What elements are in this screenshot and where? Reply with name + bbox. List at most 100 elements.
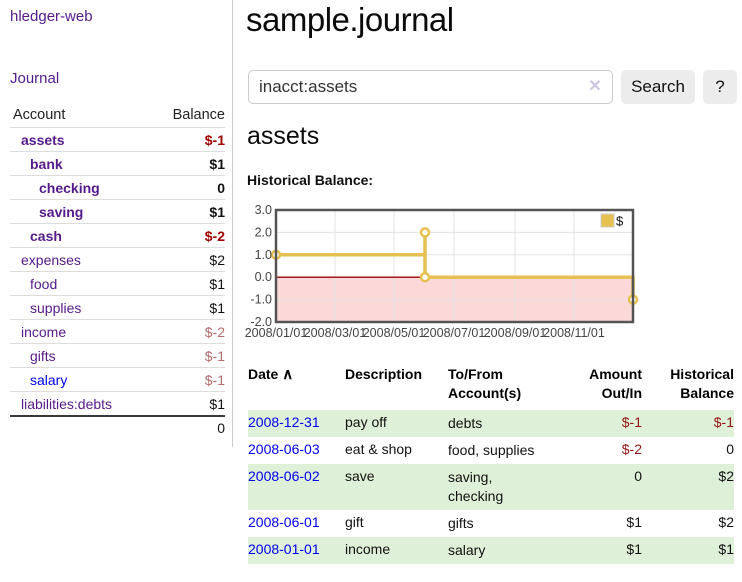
accounts-header-account: Account: [13, 107, 66, 123]
column-header-amount: Amount Out/In: [589, 366, 642, 401]
account-row: salary $-1: [10, 367, 225, 391]
account-row: cash $-2: [10, 223, 225, 247]
accounts-header: Account Balance: [10, 103, 225, 127]
account-balance: $-1: [204, 347, 225, 364]
account-balance: $-2: [204, 227, 225, 244]
sort-ascending-icon: ∧: [282, 366, 294, 383]
svg-text:1.0: 1.0: [255, 248, 272, 262]
transaction-amount: $1: [626, 541, 642, 557]
account-link-food[interactable]: food: [30, 275, 58, 292]
svg-text:2008/01/01: 2008/01/01: [245, 326, 307, 340]
account-row: bank $1: [10, 151, 225, 175]
column-header-date: Date ∧: [248, 361, 345, 410]
register-row: 2008-12-31 pay off debts $-1 $-1: [248, 410, 734, 437]
svg-text:2008/07/01: 2008/07/01: [423, 326, 486, 340]
legend-label: $: [616, 214, 624, 229]
account-row: food $1: [10, 271, 225, 295]
transaction-date-link[interactable]: 2008-01-01: [248, 541, 320, 557]
transaction-date-link[interactable]: 2008-06-01: [248, 514, 320, 530]
search-input[interactable]: [248, 70, 613, 104]
account-link-saving[interactable]: saving: [39, 203, 84, 220]
transaction-accounts: saving, checking: [448, 469, 504, 504]
accounts-header-balance: Balance: [172, 107, 225, 123]
account-link-supplies[interactable]: supplies: [30, 299, 82, 316]
account-link-assets[interactable]: assets: [21, 131, 65, 148]
svg-text:2008/05/01: 2008/05/01: [363, 326, 426, 340]
account-balance: $-2: [204, 323, 225, 340]
account-row: assets $-1: [10, 127, 225, 151]
clear-search-icon[interactable]: ✕: [588, 78, 602, 95]
search-button[interactable]: Search: [621, 70, 695, 104]
transaction-balance: 0: [726, 441, 734, 457]
sidebar-divider: [232, 0, 233, 447]
svg-text:2.0: 2.0: [255, 225, 272, 239]
account-row: income $-2: [10, 319, 225, 343]
column-header-accounts: To/From Account(s): [448, 366, 522, 401]
sidebar-item-journal[interactable]: Journal: [10, 70, 60, 87]
svg-text:-1.0: -1.0: [250, 293, 272, 307]
account-balance: 0: [217, 179, 225, 196]
svg-text:3.0: 3.0: [255, 204, 272, 217]
account-link-cash[interactable]: cash: [30, 227, 62, 244]
transaction-amount: $1: [626, 514, 642, 530]
vertical-gridlines: [334, 210, 575, 322]
account-row: supplies $1: [10, 295, 225, 319]
brand-link[interactable]: hledger-web: [10, 8, 93, 25]
column-header-description: Description: [345, 366, 423, 382]
account-row: expenses $2: [10, 247, 225, 271]
y-axis-labels: 3.0 2.0 1.0 0.0 -1.0 -2.0: [250, 204, 272, 329]
svg-text:-2.0: -2.0: [250, 315, 272, 329]
transaction-date-link[interactable]: 2008-06-03: [248, 441, 320, 457]
register-row: 2008-06-02 save saving, checking 0 $2: [248, 464, 734, 510]
account-row: checking 0: [10, 175, 225, 199]
register-row: 2008-01-01 income salary $1 $1: [248, 537, 734, 564]
transaction-accounts: debts: [448, 415, 483, 431]
account-balance: $1: [209, 155, 225, 172]
chart-title: Historical Balance:: [247, 172, 374, 188]
transaction-accounts: salary: [448, 542, 486, 558]
x-axis-labels: 2008/01/01 2008/03/01 2008/05/01 2008/07…: [245, 326, 605, 340]
account-link-gifts[interactable]: gifts: [30, 347, 56, 364]
account-link-income[interactable]: income: [21, 323, 67, 340]
account-balance: $1: [209, 203, 225, 220]
transaction-description: save: [345, 468, 375, 484]
account-balance: $2: [209, 251, 225, 268]
svg-text:2008/09/01: 2008/09/01: [484, 326, 547, 340]
account-link-liabilities-debts[interactable]: liabilities:debts: [21, 395, 113, 412]
account-link-checking[interactable]: checking: [39, 179, 100, 196]
column-header-balance: Historical Balance: [670, 366, 734, 401]
accounts-total-value: 0: [217, 420, 225, 436]
transaction-balance: $2: [718, 468, 734, 484]
transaction-date-link[interactable]: 2008-12-31: [248, 414, 320, 430]
transaction-amount: 0: [634, 468, 642, 484]
account-heading: assets: [247, 122, 320, 150]
account-row: gifts $-1: [10, 343, 225, 367]
account-link-expenses[interactable]: expenses: [21, 251, 81, 268]
page-title: sample.journal: [246, 1, 454, 38]
account-link-bank[interactable]: bank: [30, 155, 63, 172]
transaction-balance: $2: [718, 514, 734, 530]
transaction-date-link[interactable]: 2008-06-02: [248, 468, 320, 484]
svg-text:2008/11/01: 2008/11/01: [543, 326, 605, 340]
account-row: liabilities:debts $1: [10, 391, 225, 415]
date-header-label: Date: [248, 366, 279, 382]
register-row: 2008-06-01 gift gifts $1 $2: [248, 510, 734, 537]
transaction-balance: $-1: [713, 414, 734, 430]
account-balance: $1: [209, 299, 225, 316]
transaction-description: income: [345, 541, 391, 557]
plot-border: [274, 208, 635, 324]
accounts-total-row: 0: [10, 415, 225, 439]
transaction-accounts: food, supplies: [448, 442, 535, 458]
account-balance: $-1: [204, 371, 225, 388]
account-row: saving $1: [10, 199, 225, 223]
help-button[interactable]: ?: [703, 70, 737, 104]
accounts-sidebar: Account Balance assets $-1 bank $1 check…: [10, 103, 225, 439]
chart-legend: $: [600, 213, 624, 229]
account-link-salary[interactable]: salary: [30, 371, 68, 388]
transaction-amount: $-2: [621, 441, 642, 457]
register-header-row: Date ∧ Description To/From Account(s) Am…: [248, 361, 734, 410]
transaction-accounts: gifts: [448, 515, 474, 531]
historical-balance-chart[interactable]: $ 3.0 2.0 1.0 0.0 -1.0 -2.0 2008/01/01 2…: [245, 204, 742, 352]
account-balance: $-1: [204, 131, 225, 148]
